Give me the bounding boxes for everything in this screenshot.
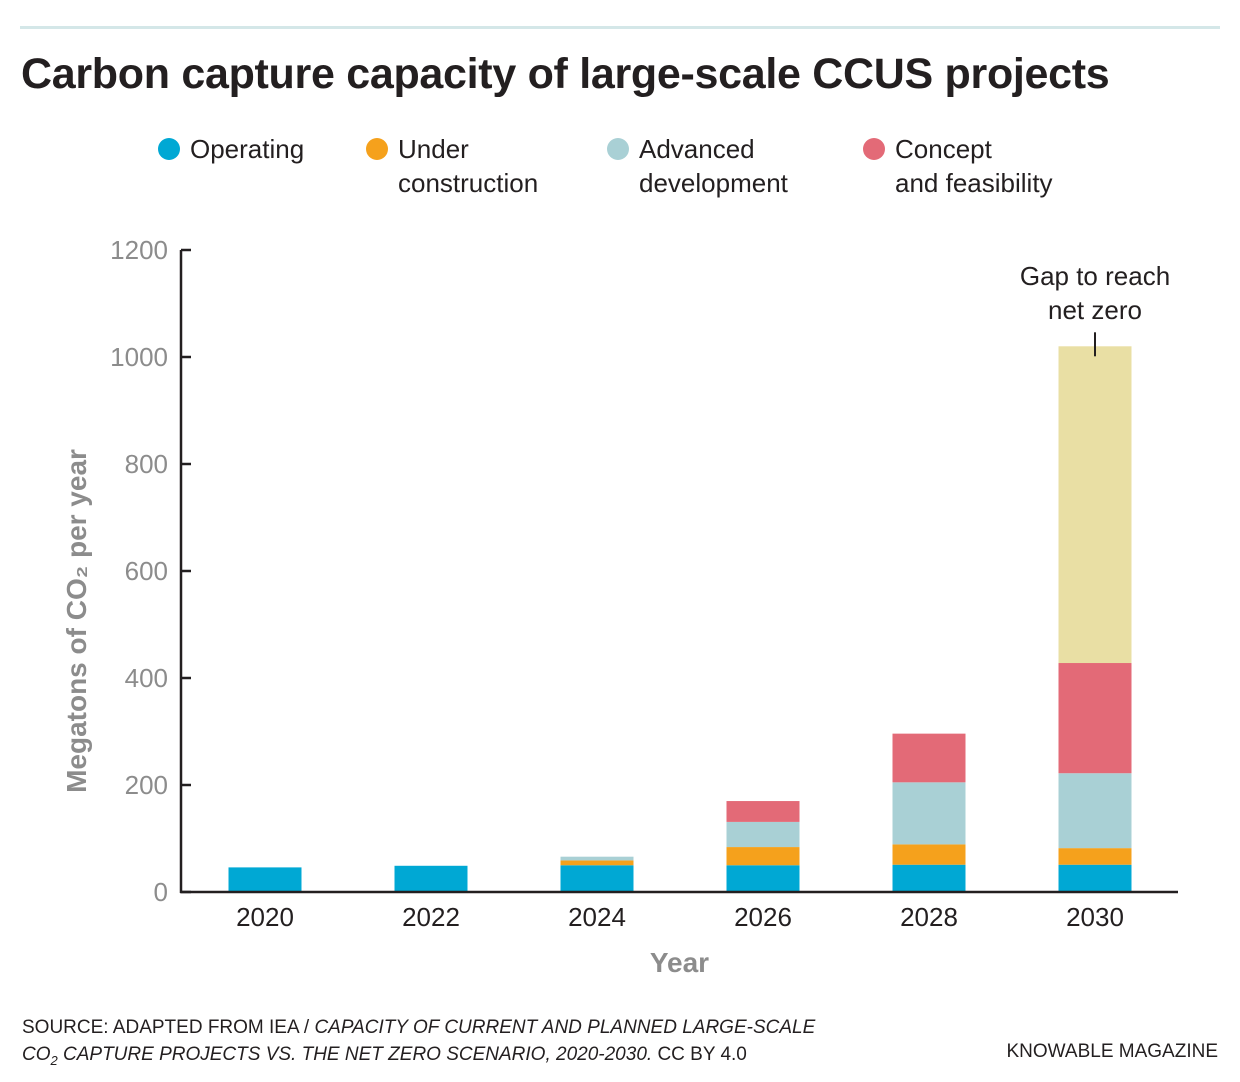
legend-swatch-under-construction — [366, 138, 388, 160]
legend-label: Operating — [190, 134, 305, 164]
bar-segment-operating-2026 — [726, 865, 800, 892]
legend-item-concept-feasibility: Concept and feasibility — [863, 132, 1053, 200]
legend-label: Under construction — [398, 134, 539, 198]
annotation-group: Gap to reach net zero — [1020, 261, 1170, 357]
y-tick-label: 0 — [154, 877, 168, 907]
x-tick-label: 2024 — [568, 902, 626, 932]
chart-title: Carbon capture capacity of large-scale C… — [21, 50, 1110, 98]
annotation-text: net zero — [1048, 295, 1142, 325]
bar-segment-advanced-development-2024 — [560, 856, 634, 861]
legend: Operating Under construction Advanced de… — [0, 132, 1240, 212]
legend-label: Advanced development — [639, 134, 788, 198]
bar-segment-advanced-development-2028 — [892, 782, 966, 845]
source-note: SOURCE: ADAPTED FROM IEA / CAPACITY OF C… — [22, 1014, 815, 1074]
bar-segment-operating-2028 — [892, 864, 966, 892]
top-rule — [20, 26, 1220, 29]
legend-item-operating: Operating — [158, 132, 304, 166]
bar-segment-concept-and-feasibility-2028 — [892, 733, 966, 783]
bar-segment-advanced-development-2030 — [1058, 773, 1132, 849]
y-axis-title: Megatons of CO₂ per year — [61, 449, 92, 793]
bar-segment-under-construction-2030 — [1058, 848, 1132, 865]
bar-segment-operating-2020 — [228, 867, 302, 892]
y-tick-label: 1200 — [110, 235, 168, 265]
y-tick-label: 200 — [125, 770, 168, 800]
source-prefix: SOURCE: ADAPTED FROM IEA / — [22, 1017, 315, 1038]
source-co2-subscript: 2 — [50, 1052, 58, 1068]
x-tick-label: 2020 — [236, 902, 294, 932]
legend-swatch-operating — [158, 138, 180, 160]
y-tick-label: 400 — [125, 663, 168, 693]
bar-segment-concept-and-feasibility-2026 — [726, 801, 800, 822]
legend-item-under-construction: Under construction — [366, 132, 538, 200]
annotation-text: Gap to reach — [1020, 261, 1170, 291]
bar-segment-concept-and-feasibility-2030 — [1058, 663, 1132, 774]
bar-segment-advanced-development-2026 — [726, 821, 800, 848]
bars-group — [228, 346, 1132, 892]
legend-swatch-concept-feasibility — [863, 138, 885, 160]
legend-label: Concept and feasibility — [895, 134, 1053, 198]
x-ticks-group: 2020 2022 2024 2026 2028 2030 — [236, 902, 1124, 932]
y-tick-label: 1000 — [110, 342, 168, 372]
source-co2: CO — [22, 1044, 51, 1065]
source-title-line-1: CAPACITY OF CURRENT AND PLANNED LARGE-SC… — [314, 1017, 816, 1038]
bar-segment-under-construction-2024 — [560, 860, 634, 866]
bar-segment-operating-2030 — [1058, 864, 1132, 892]
x-tick-label: 2022 — [402, 902, 460, 932]
x-axis-title: Year — [650, 947, 709, 978]
y-tick-label: 800 — [125, 449, 168, 479]
publisher-credit: KNOWABLE MAGAZINE — [1006, 1041, 1219, 1062]
y-tick-label: 600 — [125, 556, 168, 586]
legend-item-advanced-development: Advanced development — [607, 132, 788, 200]
bar-segment-gap-to-reach-net-zero-2030 — [1058, 346, 1132, 664]
x-tick-label: 2028 — [900, 902, 958, 932]
bar-segment-operating-2024 — [560, 865, 634, 892]
bar-segment-under-construction-2026 — [726, 847, 800, 866]
bar-segment-operating-2022 — [394, 865, 468, 892]
y-ticks-group: 0 200 400 600 800 1000 1200 — [110, 235, 191, 907]
x-tick-label: 2030 — [1066, 902, 1124, 932]
source-license: CC BY 4.0 — [652, 1044, 747, 1065]
source-title-line-2: CAPTURE PROJECTS VS. THE NET ZERO SCENAR… — [57, 1044, 653, 1065]
bar-segment-under-construction-2028 — [892, 844, 966, 865]
x-tick-label: 2026 — [734, 902, 792, 932]
legend-swatch-advanced-development — [607, 138, 629, 160]
